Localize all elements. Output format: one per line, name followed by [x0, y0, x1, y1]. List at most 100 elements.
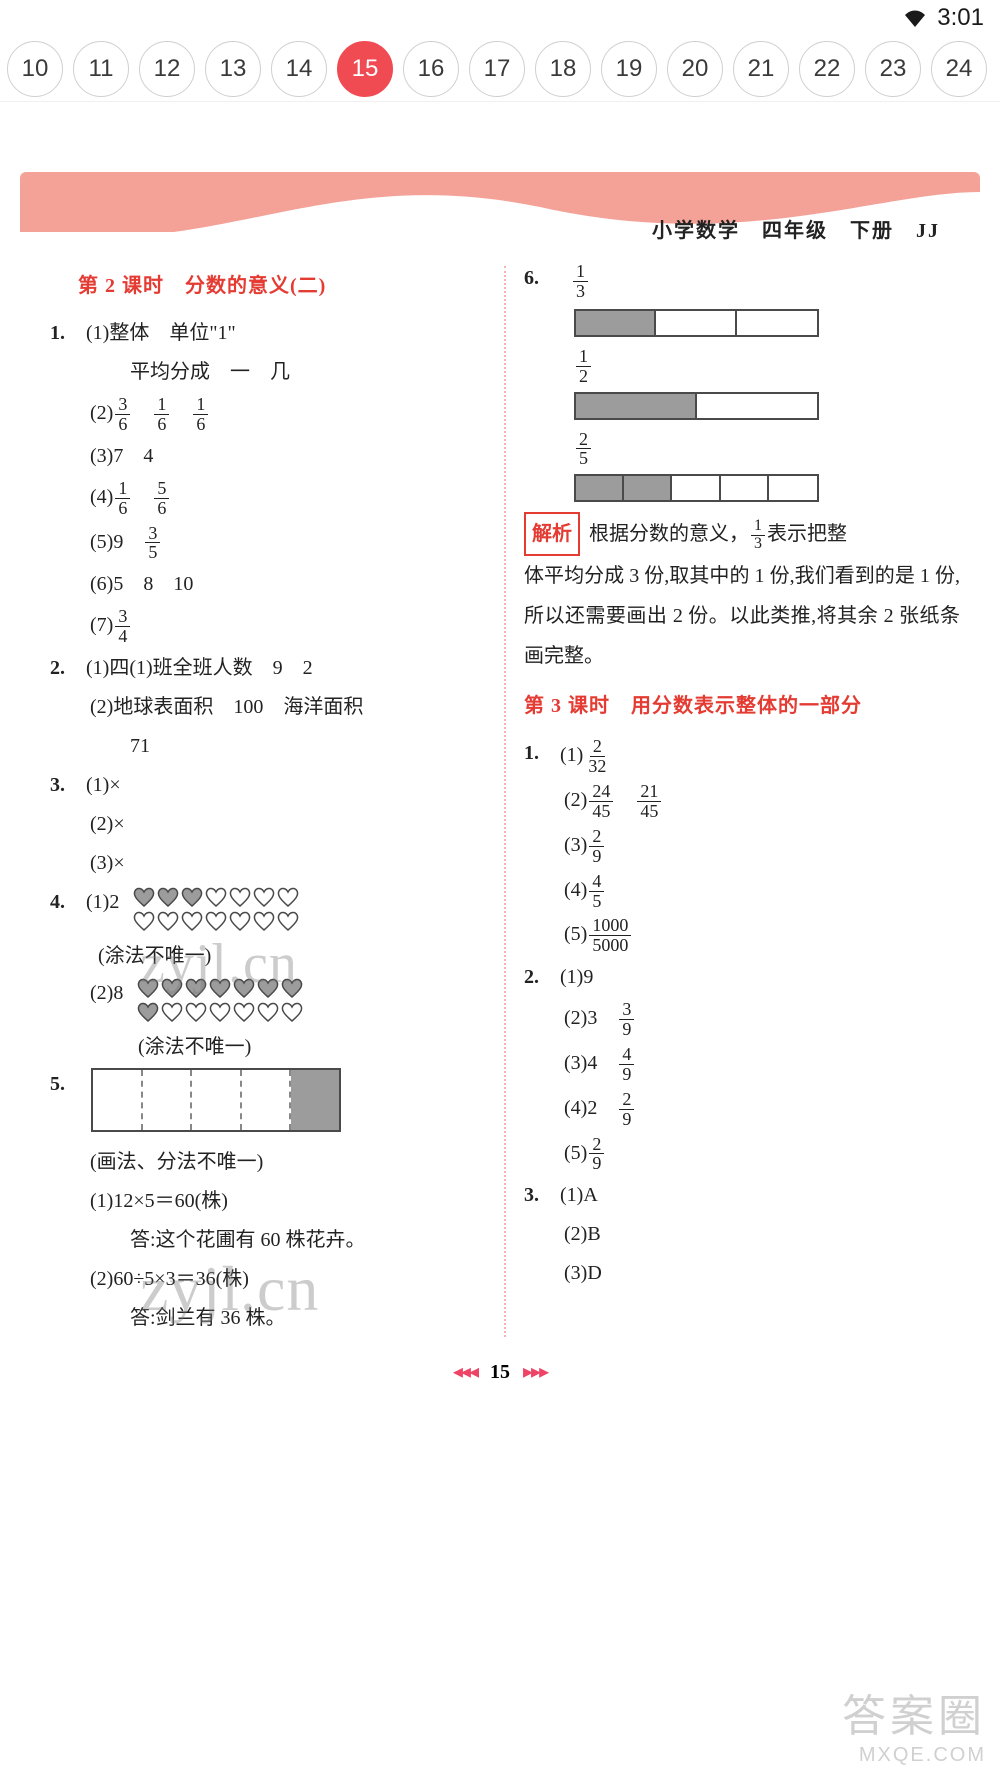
bar-diagram	[574, 474, 819, 502]
fraction: 36	[115, 395, 130, 434]
heart-icon	[160, 977, 184, 999]
fraction: 2445	[589, 782, 613, 821]
hearts-1	[132, 886, 300, 934]
fraction: 35	[145, 524, 160, 563]
heart-icon	[136, 1001, 160, 1023]
heart-icon	[180, 886, 204, 908]
lesson-title-3: 第 3 课时 用分数表示整体的一部分	[524, 690, 960, 723]
page-tab-24[interactable]: 24	[931, 41, 987, 97]
q2-2b: 71	[130, 730, 486, 763]
heart-icon	[204, 910, 228, 932]
fraction: 10005000	[589, 916, 631, 955]
page-tabs: 101112131415161718192021222324	[0, 36, 1000, 102]
heart-icon	[276, 886, 300, 908]
page-tab-21[interactable]: 21	[733, 41, 789, 97]
column-divider	[504, 266, 506, 1337]
q6: 6. 131225	[524, 262, 960, 502]
heart-icon	[208, 1001, 232, 1023]
q1-7: (7)34	[90, 607, 486, 646]
page-number: 15	[490, 1361, 510, 1383]
book-page: 小学数学 四年级 下册 JJ 第 2 课时 分数的意义(二) 1.(1)整体 单…	[20, 172, 980, 1384]
page-tab-17[interactable]: 17	[469, 41, 525, 97]
heart-icon	[180, 910, 204, 932]
page-tab-12[interactable]: 12	[139, 41, 195, 97]
analysis-tag: 解析	[524, 512, 580, 556]
heart-icon	[252, 910, 276, 932]
fraction: 34	[115, 607, 130, 646]
page-tab-23[interactable]: 23	[865, 41, 921, 97]
r-q3-2: (2)B	[564, 1218, 960, 1251]
heart-icon	[184, 977, 208, 999]
status-bar: 3:01	[0, 0, 1000, 36]
status-time: 3:01	[937, 4, 984, 32]
content-columns: 第 2 课时 分数的意义(二) 1.(1)整体 单位"1" 平均分成 一 几 (…	[20, 262, 980, 1351]
heart-icon	[136, 977, 160, 999]
fraction: 16	[115, 479, 130, 518]
fraction: 12	[576, 347, 591, 386]
analysis: 解析 根据分数的意义，13表示把整	[524, 512, 960, 556]
q4-2: (2)8	[90, 977, 486, 1025]
left-column: 第 2 课时 分数的意义(二) 1.(1)整体 单位"1" 平均分成 一 几 (…	[50, 262, 504, 1341]
heart-icon	[160, 1001, 184, 1023]
fraction: 16	[193, 395, 208, 434]
q5-2a: 答:剑兰有 36 株。	[130, 1302, 486, 1335]
tri-left-icon: ◂◂◂	[453, 1361, 477, 1383]
right-column: 6. 131225 解析 根据分数的意义，13表示把整 体平均分成 3 份,取其…	[506, 262, 960, 1341]
r-q1: 1.(1)232	[524, 737, 960, 776]
r-q1-3: (3)29	[564, 827, 960, 866]
q1-5: (5)9 35	[90, 524, 486, 563]
tri-right-icon: ▸▸▸	[523, 1361, 547, 1383]
page-tab-22[interactable]: 22	[799, 41, 855, 97]
heart-icon	[132, 910, 156, 932]
lesson-title: 第 2 课时 分数的意义(二)	[78, 270, 486, 303]
q4: 4.(1)2	[50, 886, 486, 934]
heart-icon	[156, 910, 180, 932]
q1: 1.(1)整体 单位"1"	[50, 317, 486, 350]
q5-1a: 答:这个花圃有 60 株花卉。	[130, 1224, 486, 1257]
heart-icon	[208, 977, 232, 999]
page-tab-16[interactable]: 16	[403, 41, 459, 97]
fraction: 16	[154, 395, 169, 434]
page-tab-19[interactable]: 19	[601, 41, 657, 97]
page-tab-14[interactable]: 14	[271, 41, 327, 97]
heart-icon	[256, 1001, 280, 1023]
analysis-rest: 体平均分成 3 份,取其中的 1 份,我们看到的是 1 份,所以还需要画出 2 …	[524, 556, 960, 676]
fraction: 13	[573, 262, 588, 301]
heart-icon	[228, 886, 252, 908]
q1-4: (4)16 56	[90, 479, 486, 518]
banner-text: 小学数学 四年级 下册 JJ	[652, 214, 940, 243]
fraction: 29	[589, 1135, 604, 1174]
q5-note: (画法、分法不唯一)	[90, 1146, 486, 1179]
q5: 5.	[50, 1068, 486, 1140]
page-tab-10[interactable]: 10	[7, 41, 63, 97]
heart-icon	[252, 886, 276, 908]
q3-3: (3)×	[90, 847, 486, 880]
heart-icon	[276, 910, 300, 932]
q2-2: (2)地球表面积 100 海洋面积	[90, 691, 486, 724]
heart-icon	[280, 977, 304, 999]
heart-icon	[132, 886, 156, 908]
page-tab-13[interactable]: 13	[205, 41, 261, 97]
q1-2: (2)36 16 16	[90, 395, 486, 434]
q2: 2.(1)四(1)班全班人数 9 2	[50, 652, 486, 685]
heart-icon	[228, 910, 252, 932]
heart-icon	[184, 1001, 208, 1023]
bar-diagram	[574, 392, 819, 420]
q1-6: (6)5 8 10	[90, 568, 486, 601]
page-tab-15[interactable]: 15	[337, 41, 393, 97]
fraction: 45	[589, 872, 604, 911]
page-tab-20[interactable]: 20	[667, 41, 723, 97]
page-tab-18[interactable]: 18	[535, 41, 591, 97]
fraction: 39	[619, 1000, 634, 1039]
watermark-br: 答案圈 MXQE.COM	[842, 1680, 986, 1767]
fraction: 25	[576, 430, 591, 469]
q5-2: (2)60÷5×3＝36(株)	[90, 1263, 486, 1296]
bar-diagram	[574, 309, 819, 337]
heart-icon	[204, 886, 228, 908]
q5-bar	[91, 1068, 341, 1132]
r-q3: 3.(1)A	[524, 1179, 960, 1212]
heart-icon	[280, 1001, 304, 1023]
fraction: 13	[751, 518, 765, 553]
r-q1-4: (4)45	[564, 872, 960, 911]
page-tab-11[interactable]: 11	[73, 41, 129, 97]
